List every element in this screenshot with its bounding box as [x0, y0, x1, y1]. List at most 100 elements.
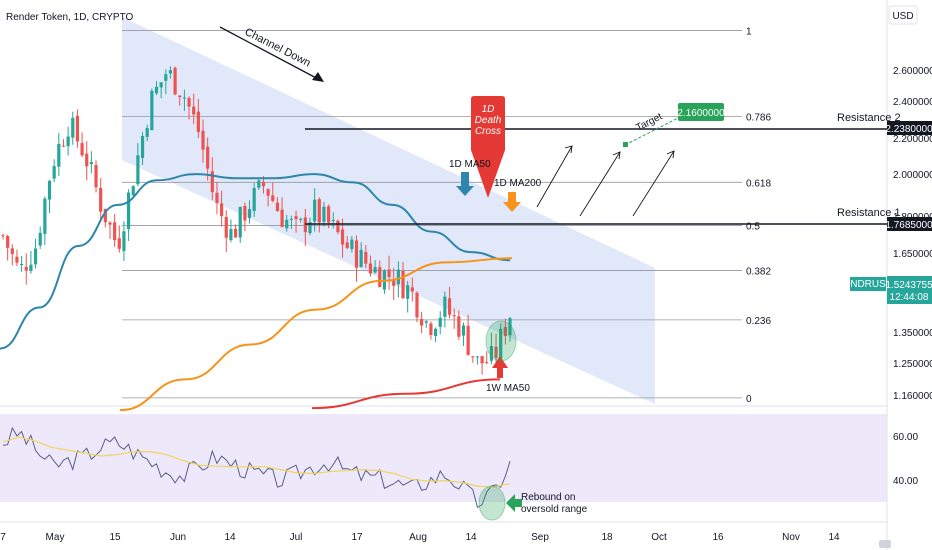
time-label-6: 17 — [351, 532, 363, 543]
candle-body — [308, 222, 312, 234]
candle-body — [257, 180, 261, 188]
rebound-label-1: Rebound on — [521, 492, 576, 503]
candle-body — [433, 328, 438, 337]
time-label-4: 14 — [224, 532, 236, 543]
candle-body — [364, 251, 368, 264]
candle-body — [429, 323, 433, 335]
currency-box[interactable] — [888, 5, 918, 25]
candle-body — [396, 269, 400, 285]
candle-body — [415, 292, 419, 318]
candle-body — [480, 356, 484, 364]
candle-body — [322, 206, 326, 222]
candle-body — [122, 231, 126, 251]
candle-body — [150, 90, 154, 131]
fib-label-3: 0.5 — [746, 221, 760, 232]
candle-body — [113, 222, 117, 241]
candle-body — [485, 362, 489, 364]
candle-body — [280, 209, 284, 227]
candle-body — [136, 155, 140, 185]
candle-body — [206, 146, 210, 169]
candle-body — [378, 267, 382, 288]
candle-body — [220, 203, 224, 217]
price-tick-5: 1.6500000 — [893, 249, 932, 260]
candle-body — [126, 192, 131, 229]
axis-scroll-handle[interactable] — [879, 540, 891, 548]
rsi-line — [2, 426, 511, 509]
candle-body — [461, 325, 466, 336]
candle-body — [33, 248, 38, 265]
time-label-2: 15 — [109, 532, 121, 543]
ma50-label: 1D MA50 — [449, 159, 491, 170]
candle-body — [299, 218, 303, 220]
candle-body — [140, 136, 145, 159]
time-axis: 7 May 15 Jun 14 Jul 17 Aug 14 Sep 18 Oct 16 Nov 14 — [0, 532, 840, 543]
candle-body — [271, 195, 275, 201]
rsi-tick-0: 60.00 — [893, 432, 918, 443]
candle-body — [178, 95, 182, 98]
candle-body — [187, 97, 191, 107]
resistance-2-label: Resistance 2 — [837, 112, 901, 124]
candle-body — [20, 264, 24, 266]
candle-body — [224, 216, 228, 238]
resistance-1-badge — [887, 217, 932, 231]
candle-body — [43, 198, 47, 234]
candle-body — [1, 235, 5, 237]
rsi-band — [0, 414, 887, 502]
candle-body — [192, 106, 196, 115]
projection-arrows — [536, 145, 675, 217]
candle-body — [406, 285, 410, 299]
target-value: 2.1600000 — [677, 108, 725, 119]
time-label-10: 18 — [601, 532, 613, 543]
candle-body — [447, 298, 452, 315]
candle-body — [345, 242, 349, 249]
candle-body — [289, 218, 293, 220]
candle-body — [85, 153, 89, 167]
time-label-5: Jul — [290, 532, 303, 543]
price-tick-2: 2.2000000 — [893, 134, 932, 145]
wma50-label: 1W MA50 — [486, 383, 530, 394]
current-price: 1.5243755 — [885, 280, 932, 291]
price-badge — [887, 276, 932, 304]
fib-label-0: 1 — [746, 26, 752, 37]
candle-body — [261, 181, 266, 187]
channel-down-area — [122, 17, 655, 404]
candle-body — [47, 180, 52, 200]
candle-body — [71, 117, 75, 138]
fib-label-5: 0.236 — [746, 316, 771, 327]
time-label-12: 16 — [712, 532, 724, 543]
target-point — [623, 142, 628, 147]
ma200-label: 1D MA200 — [494, 178, 542, 189]
candle-body — [424, 321, 428, 323]
candle-body — [452, 315, 456, 317]
symbol-label: RNDRUSD — [843, 279, 893, 290]
candle-body — [243, 205, 247, 221]
candle-body — [89, 162, 93, 165]
candle-body — [238, 206, 242, 238]
time-label-8: 14 — [465, 532, 477, 543]
ma50-arrow — [456, 172, 474, 196]
candle-body — [24, 266, 28, 271]
candle-body — [475, 356, 480, 358]
candle-body — [499, 328, 503, 359]
candle-body — [326, 206, 331, 223]
candle-body — [503, 326, 507, 337]
price-tick-3: 2.0000000 — [893, 170, 932, 181]
candle-body — [196, 111, 200, 132]
candle-body — [164, 74, 168, 81]
candle-body — [489, 346, 493, 361]
death-cross-line-1: 1D — [482, 104, 495, 115]
candle-body — [6, 235, 10, 248]
candle-body — [52, 166, 56, 179]
candle-body — [66, 136, 70, 147]
resistance-1-value: 1.7685000 — [885, 220, 932, 231]
candle-body — [354, 240, 359, 268]
candle-body — [168, 70, 173, 74]
ma200-arrow — [503, 192, 521, 212]
candle-body — [108, 222, 112, 225]
rsi-pane — [2, 426, 511, 509]
time-label-1: May — [46, 532, 65, 543]
channel-down-arrowhead — [312, 72, 324, 82]
candle-body — [336, 220, 340, 233]
candle-body — [94, 164, 98, 188]
